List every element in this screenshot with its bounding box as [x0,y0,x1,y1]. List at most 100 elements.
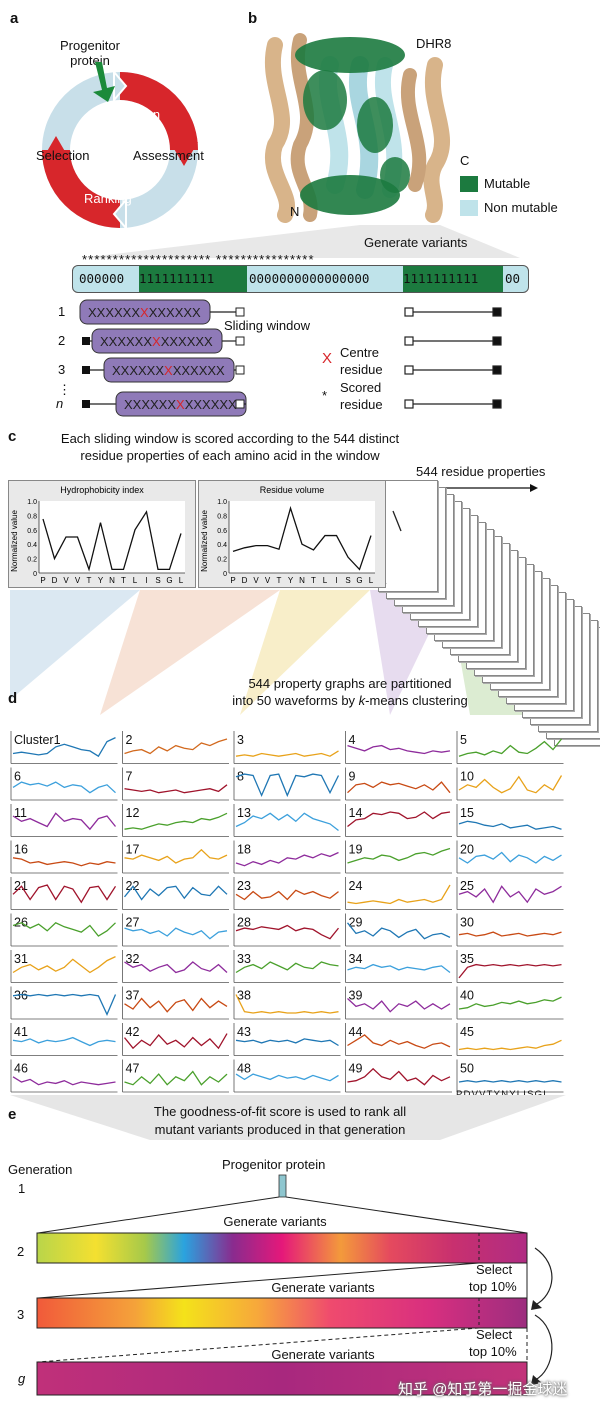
cluster-waveform [12,737,116,758]
property-chart-xtick: I [335,576,337,585]
cluster-waveform [235,1073,339,1082]
window-end-marker [235,307,245,317]
property-chart-xtick: V [75,576,81,585]
cluster-waveform [235,750,339,757]
cluster-waveform [346,922,451,940]
cluster-label: 46 [14,1062,28,1076]
property-chart-xtick: L [323,576,328,585]
cluster-waveform [458,820,562,830]
window-sequence: XXXXXXXXXXXXX [100,334,213,349]
cluster-label: 2 [126,733,133,747]
generation-3-label: 3 [17,1307,25,1322]
cluster-waveform [235,994,339,1014]
window-start-marker [82,400,90,408]
window-left: XXXXXX [112,363,164,378]
cluster-waveform [12,1076,116,1086]
cluster-waveform [347,998,451,1013]
property-chart-xtick: D [242,576,248,585]
panel-label-e: e [8,1106,17,1123]
cluster-waveform [347,847,451,864]
window-centre: X [152,334,161,349]
cluster-label: 11 [14,806,27,820]
window-right: XXXXXX [149,305,201,320]
cluster-waveform [235,924,340,940]
generation-2-label: 2 [17,1244,25,1259]
generation-heading: Generation [8,1162,73,1177]
cluster-waveform [12,781,116,794]
generate-variants-label: Generate variants [364,235,468,250]
property-chart-xtick: D [52,576,58,585]
window-end-marker [235,336,245,346]
cluster-waveform [347,963,451,974]
assessment-label: Assessment [133,148,204,163]
cluster-waveform [458,775,563,794]
seq-right: 00 [505,271,521,286]
window-row-label: ⋮ [58,382,71,397]
property-chart-ytick: 0.6 [217,528,227,535]
cluster-label: 5 [460,733,467,747]
cluster-label: 31 [14,952,28,966]
property-chart-ytick: 0 [33,571,37,578]
window-centre: X [140,305,149,320]
panel-e-caption-1: The goodness-of-fit score is used to ran… [153,1104,407,1119]
cluster-label: 44 [349,1025,363,1039]
window-left: XXXXXX [100,334,152,349]
cluster-label: 40 [460,989,474,1003]
cluster-label: 41 [14,1025,28,1039]
cluster-waveform [347,811,451,828]
cluster-waveform [124,784,228,794]
cluster-waveform [458,931,562,937]
centre-residue-mark: X [322,350,333,367]
cluster-waveform [12,993,117,1016]
window-end-marker [235,399,245,409]
cluster-label: 23 [237,879,251,893]
cluster-waveform [12,857,116,867]
cluster-waveform [458,963,562,979]
cluster-waveform [235,812,339,832]
cluster-waveform [458,738,563,757]
cluster-label: 37 [126,989,140,1003]
legend-mutable-swatch [460,176,478,192]
property-chart-ytick: 0.4 [217,542,227,549]
property-chart-xtick: L [179,576,184,585]
cluster-label: 15 [460,806,474,820]
window-left: XXXXXX [88,305,140,320]
cluster-waveform [347,1067,451,1086]
window-centre: X [176,397,185,412]
property-chart-xtick: N [109,576,115,585]
cluster-waveform [235,851,339,867]
property-chart-line [42,510,182,572]
legend-non-mutable-swatch [460,200,478,216]
cluster-waveform [235,889,339,901]
cluster-waveform [458,1039,562,1051]
property-chart-plot-area [39,501,185,573]
panel-label-b: b [248,10,258,27]
cluster-label: 14 [349,806,363,820]
window-right: XXXXXX [173,363,225,378]
cluster-label: 48 [237,1062,251,1076]
right-window-tracks [404,307,502,409]
property-card-line [392,510,402,532]
cluster-label: 27 [126,916,140,930]
property-chart-xtick: T [121,576,126,585]
cluster-waveform [124,1070,228,1086]
cluster-label: 10 [460,770,474,784]
caption-2-k: k [358,693,366,708]
property-chart-xtick: Y [288,576,294,585]
property-chart-xtick: T [87,576,92,585]
property-chart-xtick: P [40,576,45,585]
property-chart-xtick: S [345,576,350,585]
property-chart-xtick: G [356,576,362,585]
property-chart-xtick: N [299,576,305,585]
cluster-waveform [124,738,228,755]
window-centre: X [164,363,173,378]
seq-mutable-1: 1111111111 [139,266,247,292]
property-chart-ytick: 1.0 [27,499,37,506]
property-chart-ytick: 1.0 [217,499,227,506]
dhr8-protein-structure [264,33,451,223]
cluster-waveform [124,848,228,864]
window-row-label: 1 [58,304,66,319]
cluster-label: 47 [126,1062,140,1076]
generate-variants-1: Generate variants [223,1214,327,1229]
